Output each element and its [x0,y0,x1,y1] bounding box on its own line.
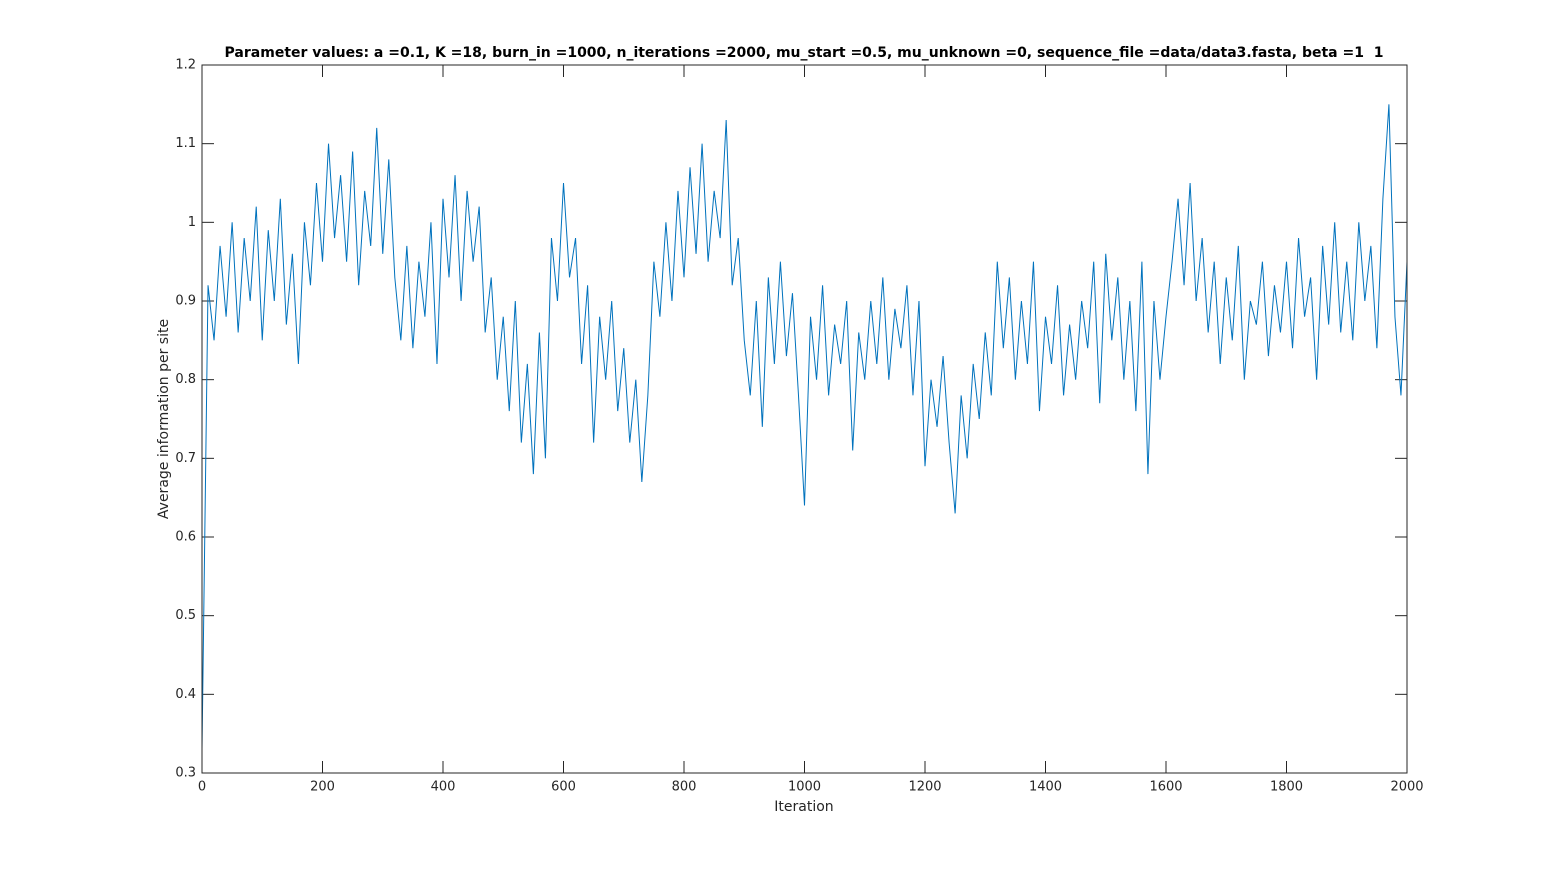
x-tick-label: 800 [672,780,697,795]
y-tick-label: 0.9 [175,294,196,309]
x-tick-label: 2000 [1390,780,1423,795]
y-tick-label: 1.2 [175,58,196,73]
plot-area [202,65,1407,773]
x-tick-label: 0 [198,780,206,795]
chart-title: Parameter values: a =0.1, K =18, burn_in… [225,45,1384,61]
y-axis-label: Average information per site [156,319,172,519]
x-tick-label: 600 [551,780,576,795]
x-axis-label: Iteration [774,799,833,815]
x-tick-label: 1800 [1270,780,1303,795]
y-tick-label: 0.5 [175,608,196,623]
x-tick-label: 1000 [788,780,821,795]
x-tick-label: 1600 [1149,780,1182,795]
x-tick-label: 1200 [908,780,941,795]
x-tick-label: 1400 [1029,780,1062,795]
x-tick-label: 200 [310,780,335,795]
x-tick-label: 400 [431,780,456,795]
y-tick-label: 0.8 [175,372,196,387]
axes-box [201,64,1408,774]
y-tick-label: 0.6 [175,530,196,545]
y-tick-label: 0.3 [175,766,196,781]
y-tick-label: 1.1 [175,136,196,151]
y-tick-label: 0.4 [175,687,196,702]
y-tick-label: 0.7 [175,451,196,466]
y-tick-label: 1 [188,215,196,230]
data-line [201,104,1408,750]
